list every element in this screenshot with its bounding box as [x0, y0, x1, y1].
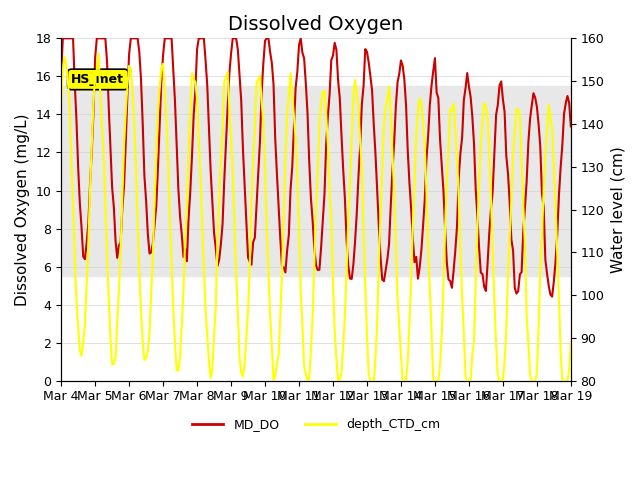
Text: HS_met: HS_met [71, 73, 124, 86]
Legend: MD_DO, depth_CTD_cm: MD_DO, depth_CTD_cm [187, 413, 445, 436]
Title: Dissolved Oxygen: Dissolved Oxygen [228, 15, 404, 34]
Bar [61, 86, 571, 276]
Y-axis label: Dissolved Oxygen (mg/L): Dissolved Oxygen (mg/L) [15, 113, 30, 306]
Y-axis label: Water level (cm): Water level (cm) [610, 146, 625, 273]
